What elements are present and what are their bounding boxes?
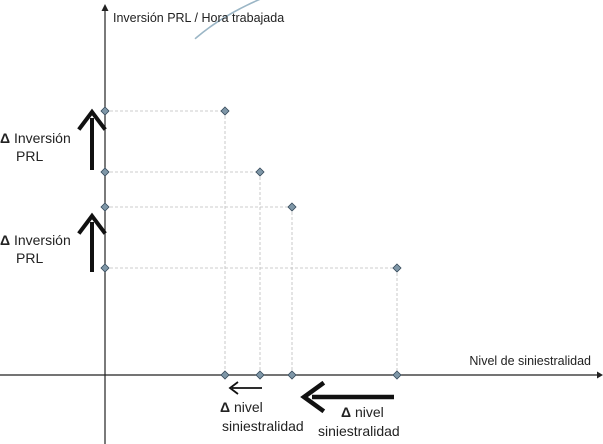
y-axis-arrowhead bbox=[101, 4, 109, 11]
annotation-y-upper-line1: Δ Inversión bbox=[0, 130, 71, 146]
delta-symbol: Δ bbox=[0, 232, 10, 248]
guide-lines bbox=[105, 110, 398, 375]
y-axis-tick-marker bbox=[100, 167, 110, 177]
x-axis-tick-marker bbox=[220, 370, 230, 380]
delta-symbol: Δ bbox=[220, 399, 230, 415]
markers bbox=[100, 106, 402, 380]
arrow-left-small-head bbox=[228, 381, 239, 395]
x-axis-tick-marker bbox=[287, 370, 297, 380]
annotation-y-lower-line2: PRL bbox=[16, 250, 43, 266]
delta-arrows bbox=[77, 108, 394, 414]
annotation-x-left-line2: siniestralidad bbox=[222, 418, 304, 434]
annotation-y-lower-line1: Δ Inversión bbox=[0, 232, 71, 248]
annotation-text: Inversión bbox=[10, 130, 71, 146]
arrow-up-lower-head bbox=[77, 212, 107, 235]
data-point bbox=[255, 167, 265, 177]
y-axis-label: Inversión PRL / Hora trabajada bbox=[113, 11, 284, 25]
x-axis-tick-marker bbox=[392, 370, 402, 380]
annotation-x-right-line2: siniestralidad bbox=[318, 423, 400, 439]
x-axis-arrowhead bbox=[597, 371, 603, 379]
arrow-up-upper-head bbox=[77, 108, 107, 131]
annotation-y-upper-line2: PRL bbox=[16, 148, 43, 164]
axes bbox=[0, 4, 603, 444]
data-point bbox=[392, 263, 402, 273]
delta-symbol: Δ bbox=[341, 404, 351, 420]
annotation-text: nivel bbox=[351, 404, 384, 420]
x-axis-tick-marker bbox=[255, 370, 265, 380]
data-point bbox=[287, 202, 297, 212]
y-axis-tick-marker bbox=[100, 106, 110, 116]
x-axis-label: Nivel de siniestralidad bbox=[469, 354, 591, 368]
y-axis-tick-marker bbox=[100, 263, 110, 273]
delta-symbol: Δ bbox=[0, 130, 10, 146]
annotation-x-left-line1: Δ nivel bbox=[220, 399, 263, 415]
annotation-x-right-line1: Δ nivel bbox=[341, 404, 384, 420]
arrow-left-large-head bbox=[300, 380, 326, 414]
annotation-text: nivel bbox=[230, 399, 263, 415]
data-point bbox=[220, 106, 230, 116]
annotation-text: Inversión bbox=[10, 232, 71, 248]
y-axis-tick-marker bbox=[100, 202, 110, 212]
